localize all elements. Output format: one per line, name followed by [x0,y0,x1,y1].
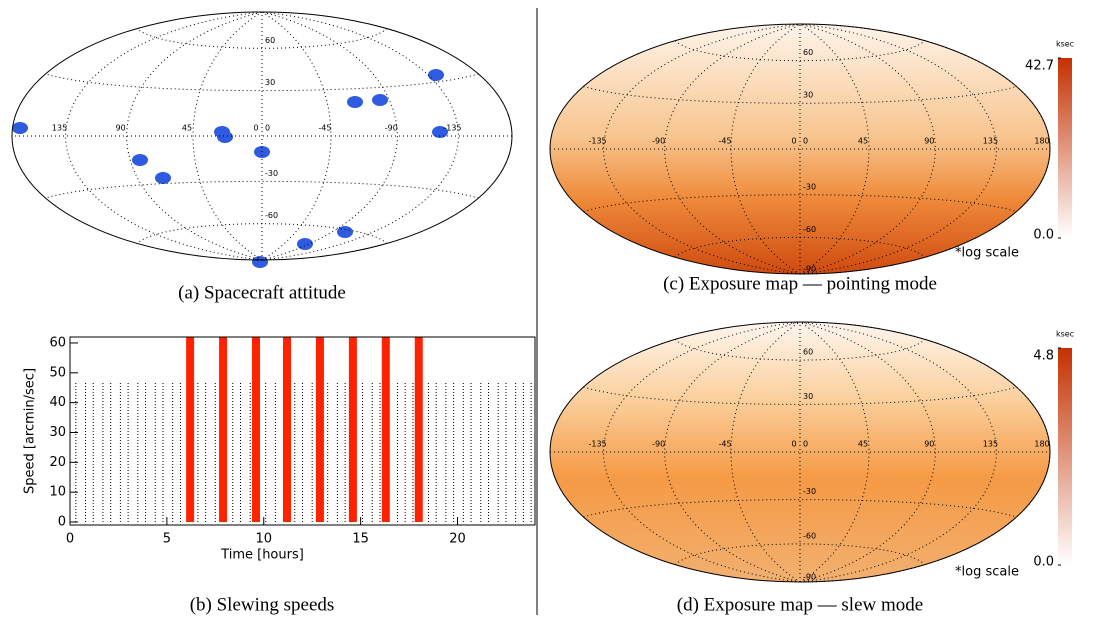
bar [349,337,357,522]
lon-label: 0 [253,124,258,133]
lat-label: 30 [803,91,813,100]
bar [186,337,194,522]
y-tick-label: 50 [49,365,66,380]
lon-label: 0 [791,440,796,449]
lon-label: 180 [1034,137,1049,146]
lon-label: -90 [385,124,398,133]
y-tick-label: 0 [58,515,66,530]
caption: (a) Spacecraft attitude [178,282,346,303]
lon-label: -90 [652,137,665,146]
lon-label: -45 [718,137,731,146]
lat-label: 0 [265,124,270,133]
lon-label: 0 [791,137,796,146]
annotation: *log scale [955,246,1019,261]
lon-label: 135 [52,124,67,133]
y-tick-label: 30 [49,425,66,440]
colorbar-tick-label: 0.0 [1033,228,1054,243]
y-tick-label: 10 [49,485,66,500]
lat-label: 0 [803,440,808,449]
colorbar-tick-label: 4.8 [1033,349,1054,364]
pointing-marker [155,172,171,184]
lat-label: 60 [803,48,813,57]
y-tick-label: 40 [49,395,66,410]
bar [283,337,291,522]
lat-label: 60 [803,348,813,357]
bar [382,337,390,522]
x-axis-label: Time [hours] [220,548,304,563]
x-tick-label: 0 [66,532,74,547]
colorbar [1058,348,1072,565]
lon-label: 45 [182,124,192,133]
lon-label: -45 [318,124,331,133]
lat-label: 0 [803,137,808,146]
caption: (d) Exposure map — slew mode [677,594,923,615]
colorbar [1058,58,1072,238]
lat-label: -90 [803,573,816,582]
colorbar-tick-label: 42.7 [1025,59,1054,74]
pointing-marker [428,69,444,81]
caption: (b) Slewing speeds [190,594,335,615]
y-tick-label: 60 [49,335,66,350]
lon-label: -90 [652,440,665,449]
lon-label: -135 [588,440,606,449]
lat-label: 60 [265,36,275,45]
colorbar-label: ksec [1056,330,1074,339]
pointing-marker [297,238,313,250]
lat-label: -30 [265,169,278,178]
lat-label: -60 [803,225,816,234]
y-tick-label: 20 [49,455,66,470]
pointing-marker [372,94,388,106]
x-tick-label: 10 [255,532,272,547]
lon-label: 90 [924,137,934,146]
lon-label: 180 [1034,440,1049,449]
lon-label: -45 [718,440,731,449]
lon-label: -135 [443,124,461,133]
caption: (c) Exposure map — pointing mode [663,273,937,294]
annotation: *log scale [955,565,1019,580]
lon-label: 90 [116,124,126,133]
lat-label: 30 [265,78,275,87]
pointing-marker [347,96,363,108]
lon-label: 135 [983,137,998,146]
y-axis-label: Speed [arcmin/sec] [23,368,38,494]
bar [252,337,260,522]
lat-label: -60 [265,211,278,220]
pointing-marker [12,122,28,134]
x-tick-label: 15 [352,532,369,547]
lon-label: 45 [858,440,868,449]
bar [219,337,227,522]
lat-label: -90 [803,265,816,274]
lon-label: 90 [924,440,934,449]
lat-label: -30 [803,182,816,191]
figure: 135 90 45 0 -45 -90 -135 60 30 0 -30 -60 (a) Spacecr… [0,0,1110,621]
pointing-marker [132,154,148,166]
lon-label: 135 [983,440,998,449]
plot-frame [70,337,535,525]
colorbar-label: ksec [1056,40,1074,49]
lat-label: -60 [803,531,816,540]
lon-label: -135 [588,137,606,146]
lat-label: 30 [803,392,813,401]
lat-label: -30 [803,487,816,496]
bar [415,337,423,522]
lon-label: 45 [858,137,868,146]
x-tick-label: 5 [163,532,171,547]
x-tick-label: 20 [449,532,466,547]
colorbar-tick-label: 0.0 [1033,555,1054,570]
bar [316,337,324,522]
